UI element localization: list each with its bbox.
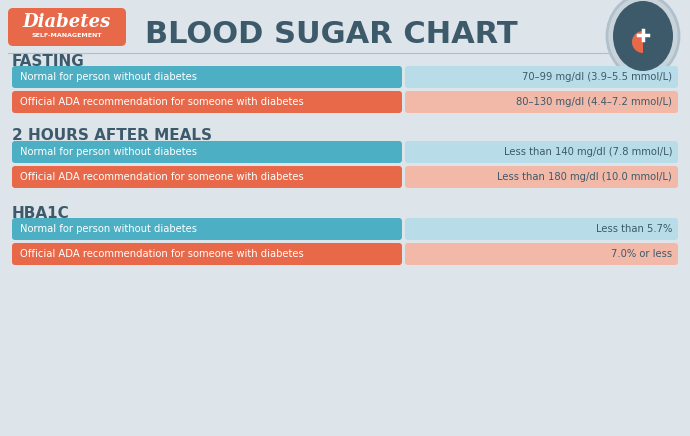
FancyBboxPatch shape	[405, 91, 678, 113]
Text: Normal for person without diabetes: Normal for person without diabetes	[20, 72, 197, 82]
Text: FASTING: FASTING	[12, 54, 85, 68]
FancyBboxPatch shape	[12, 243, 402, 265]
FancyBboxPatch shape	[405, 141, 678, 163]
Text: Official ADA recommendation for someone with diabetes: Official ADA recommendation for someone …	[20, 97, 304, 107]
Text: SELF-MANAGEMENT: SELF-MANAGEMENT	[32, 34, 102, 38]
FancyBboxPatch shape	[8, 8, 126, 46]
Text: Official ADA recommendation for someone with diabetes: Official ADA recommendation for someone …	[20, 172, 304, 182]
FancyBboxPatch shape	[12, 166, 402, 188]
FancyBboxPatch shape	[405, 66, 678, 88]
FancyBboxPatch shape	[405, 166, 678, 188]
FancyBboxPatch shape	[12, 66, 402, 88]
Text: Official ADA recommendation for someone with diabetes: Official ADA recommendation for someone …	[20, 249, 304, 259]
FancyBboxPatch shape	[12, 91, 402, 113]
Text: Less than 140 mg/dl (7.8 mmol/L): Less than 140 mg/dl (7.8 mmol/L)	[504, 147, 672, 157]
Text: Less than 5.7%: Less than 5.7%	[595, 224, 672, 234]
Text: HBA1C: HBA1C	[12, 205, 70, 221]
Ellipse shape	[613, 1, 673, 71]
PathPatch shape	[632, 18, 643, 53]
Text: BLOOD SUGAR CHART: BLOOD SUGAR CHART	[145, 20, 518, 50]
FancyBboxPatch shape	[12, 141, 402, 163]
Ellipse shape	[607, 0, 679, 77]
Text: 70–99 mg/dl (3.9–5.5 mmol/L): 70–99 mg/dl (3.9–5.5 mmol/L)	[522, 72, 672, 82]
Text: Normal for person without diabetes: Normal for person without diabetes	[20, 147, 197, 157]
Text: Diabetes: Diabetes	[23, 13, 111, 31]
FancyBboxPatch shape	[12, 218, 402, 240]
Text: 2 HOURS AFTER MEALS: 2 HOURS AFTER MEALS	[12, 129, 212, 143]
FancyBboxPatch shape	[405, 218, 678, 240]
Text: Normal for person without diabetes: Normal for person without diabetes	[20, 224, 197, 234]
FancyBboxPatch shape	[405, 243, 678, 265]
Text: 7.0% or less: 7.0% or less	[611, 249, 672, 259]
Text: Less than 180 mg/dl (10.0 mmol/L): Less than 180 mg/dl (10.0 mmol/L)	[497, 172, 672, 182]
Text: 80–130 mg/dl (4.4–7.2 mmol/L): 80–130 mg/dl (4.4–7.2 mmol/L)	[516, 97, 672, 107]
